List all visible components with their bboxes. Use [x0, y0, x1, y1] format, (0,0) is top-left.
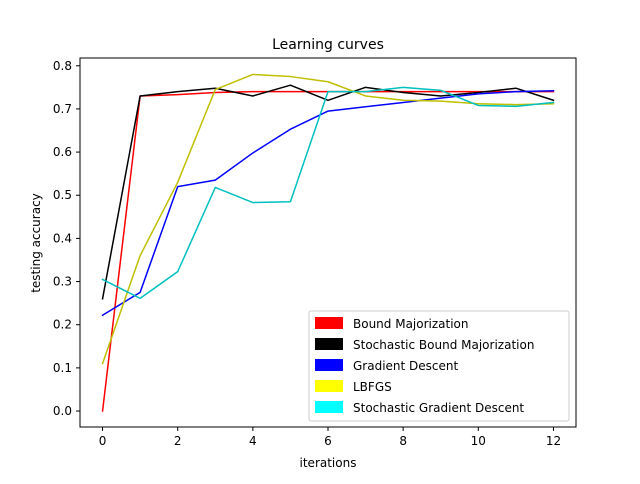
- legend-label-1: Stochastic Bound Majorization: [353, 338, 534, 352]
- y-tick-label: 0.0: [53, 404, 72, 418]
- y-tick-label: 0.6: [53, 145, 72, 159]
- legend-swatch-1: [315, 338, 343, 350]
- y-axis: 0.0 0.1 0.2 0.3 0.4 0.5 0.6 0.7 0.8: [53, 59, 80, 418]
- y-tick-label: 0.2: [53, 318, 72, 332]
- series-layer: [101, 73, 555, 412]
- x-axis: 0 2 4 6 8 10 12: [99, 427, 561, 448]
- legend-swatch-3: [315, 380, 343, 392]
- x-tick-label: 8: [399, 434, 407, 448]
- legend-label-2: Gradient Descent: [353, 359, 459, 373]
- legend-label-3: LBFGS: [353, 380, 392, 394]
- x-tick-label: 2: [174, 434, 182, 448]
- y-tick-label: 0.4: [53, 231, 72, 245]
- chart-title: Learning curves: [272, 37, 384, 53]
- x-axis-label: iterations: [300, 456, 357, 470]
- legend-label-0: Bound Majorization: [353, 317, 469, 331]
- series-line-1: [101, 84, 555, 300]
- legend-box: [308, 310, 570, 422]
- series-line-2: [101, 90, 555, 317]
- series-line-4: [101, 86, 555, 300]
- x-tick-label: 4: [249, 434, 257, 448]
- series-line-3: [101, 73, 555, 365]
- chart-legend: Bound Majorization Stochastic Bound Major…: [308, 310, 570, 422]
- legend-swatch-0: [315, 317, 343, 329]
- y-tick-label: 0.8: [53, 59, 72, 73]
- x-tick-label: 6: [324, 434, 332, 448]
- y-tick-label: 0.1: [53, 361, 72, 375]
- legend-swatch-4: [315, 401, 343, 413]
- y-axis-label: testing accuracy: [29, 193, 43, 293]
- x-tick-label: 0: [99, 434, 107, 448]
- y-tick-label: 0.5: [53, 188, 72, 202]
- legend-swatch-2: [315, 359, 343, 371]
- legend-label-4: Stochastic Gradient Descent: [353, 401, 524, 415]
- y-tick-label: 0.3: [53, 275, 72, 289]
- x-tick-label: 10: [471, 434, 486, 448]
- y-tick-label: 0.7: [53, 102, 72, 116]
- x-tick-label: 12: [546, 434, 561, 448]
